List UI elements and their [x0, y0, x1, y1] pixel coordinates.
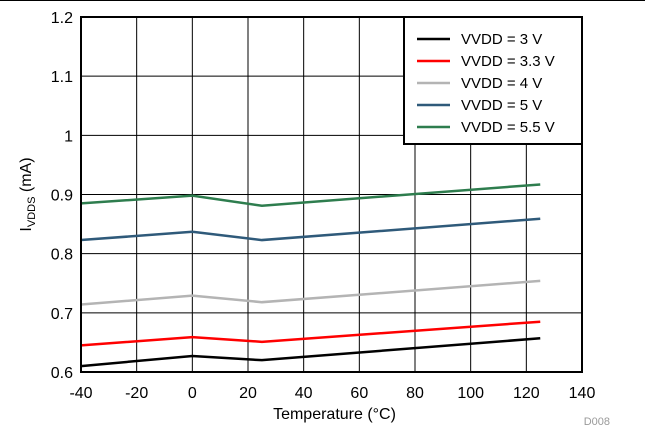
legend-label: VVDD = 5 V — [461, 97, 542, 114]
y-tick-label: 0.6 — [51, 365, 73, 382]
y-axis-title-unit: (mA) — [18, 157, 35, 196]
x-tick-label: 40 — [295, 385, 313, 402]
x-tick-label: 140 — [569, 385, 596, 402]
y-axis-title-sub: VDDS — [26, 197, 38, 228]
x-tick-label: 100 — [457, 385, 484, 402]
y-axis-title: IVDDS (mA) — [18, 157, 38, 231]
x-tick-label: 20 — [239, 385, 257, 402]
legend-label: VVDD = 5.5 V — [461, 119, 555, 136]
series-line — [80, 337, 541, 368]
x-tick-label: 60 — [350, 385, 368, 402]
y-tick-label: 0.7 — [51, 306, 73, 323]
y-axis-title-main: I — [18, 227, 35, 231]
series-line — [80, 279, 541, 306]
x-tick-label: -20 — [125, 385, 148, 402]
x-tick-label: -40 — [69, 385, 92, 402]
x-tick-label: 120 — [513, 385, 540, 402]
y-tick-label: 0.8 — [51, 247, 73, 264]
series-line — [80, 217, 541, 242]
legend-label: VVDD = 4 V — [461, 75, 542, 92]
legend-label: VVDD = 3.3 V — [461, 53, 555, 70]
series-group — [80, 183, 541, 368]
legend-box — [403, 16, 583, 145]
x-axis-title: Temperature (°C) — [273, 406, 396, 423]
y-tick-label: 0.9 — [51, 188, 73, 205]
figure-id: D008 — [584, 416, 610, 427]
y-tick-labels: 0.6 0.7 0.8 0.9 1 1.1 1.2 — [51, 10, 73, 382]
plot-frame — [80, 16, 583, 373]
x-tick-labels: -40 -20 0 20 40 60 80 100 120 140 — [69, 385, 595, 402]
series-line — [80, 320, 541, 347]
x-tick-label: 0 — [188, 385, 197, 402]
legend-label: VVDD = 3 V — [461, 31, 542, 48]
series-line — [80, 183, 541, 207]
top-rule — [0, 0, 645, 1]
y-tick-label: 1.2 — [51, 10, 73, 27]
y-tick-label: 1.1 — [51, 69, 73, 86]
legend: VVDD = 3 V VVDD = 3.3 V VVDD = 4 V VVDD = 5… — [403, 16, 583, 145]
x-tick-label: 80 — [406, 385, 424, 402]
y-tick-label: 1 — [64, 128, 73, 145]
